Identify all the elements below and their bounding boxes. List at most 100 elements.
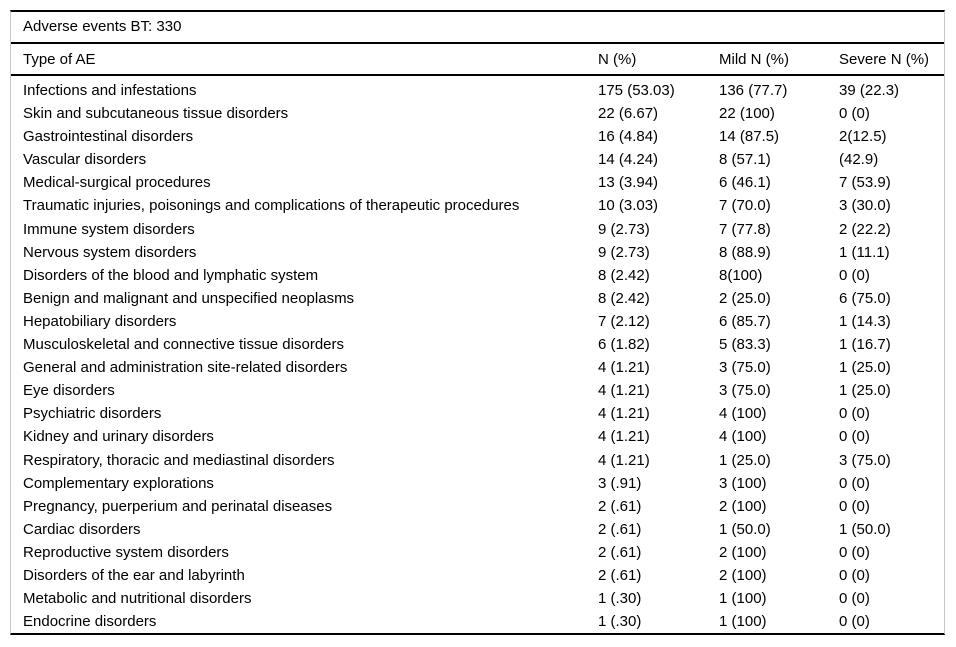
ae-type-cell: Skin and subcutaneous tissue disorders	[23, 105, 289, 123]
mild-n-percent-cell: 1 (100)	[719, 613, 767, 631]
severe-n-percent-cell: (42.9)	[839, 151, 879, 169]
ae-type-cell: Musculoskeletal and connective tissue di…	[23, 336, 344, 354]
severe-n-percent-cell: 1 (25.0)	[839, 382, 891, 400]
table-row: Kidney and urinary disorders 4 (1.21) 4 …	[11, 425, 944, 448]
severe-n-percent-cell: 0 (0)	[839, 543, 870, 561]
mild-n-percent-cell: 2 (100)	[719, 497, 767, 515]
ae-type-cell: Pregnancy, puerperium and perinatal dise…	[23, 497, 333, 515]
n-percent-cell: 4 (1.21)	[598, 382, 650, 400]
column-header-n-percent: N (%)	[598, 44, 719, 76]
severe-n-percent-cell: 0 (0)	[839, 474, 870, 492]
n-percent-cell: 2 (.61)	[598, 520, 642, 538]
n-percent-cell: 22 (6.67)	[598, 105, 659, 123]
table-row: Musculoskeletal and connective tissue di…	[11, 333, 944, 356]
mild-n-percent-cell: 3 (75.0)	[719, 382, 771, 400]
mild-n-percent-cell: 6 (46.1)	[719, 174, 771, 192]
table-row: Nervous system disorders 9 (2.73) 8 (88.…	[11, 241, 944, 264]
mild-n-percent-cell: 14 (87.5)	[719, 128, 780, 146]
n-percent-cell: 10 (3.03)	[598, 197, 659, 215]
severe-n-percent-cell: 1 (25.0)	[839, 359, 891, 377]
mild-n-percent-cell: 7 (77.8)	[719, 220, 771, 238]
n-percent-cell: 2 (.61)	[598, 497, 642, 515]
n-percent-cell: 9 (2.73)	[598, 243, 650, 261]
n-percent-cell: 13 (3.94)	[598, 174, 659, 192]
ae-type-cell: Infections and infestations	[23, 82, 197, 99]
header-row: Type of AE N (%) Mild N (%) Severe N (%)	[11, 44, 944, 76]
severe-n-percent-cell: 0 (0)	[839, 428, 870, 446]
table-row: Skin and subcutaneous tissue disorders 2…	[11, 102, 944, 125]
mild-n-percent-cell: 1 (25.0)	[719, 451, 771, 469]
mild-n-percent-cell: 22 (100)	[719, 105, 775, 123]
table-row: Endocrine disorders 1 (.30) 1 (100) 0 (0…	[11, 610, 944, 633]
mild-n-percent-cell: 2 (100)	[719, 566, 767, 584]
ae-type-cell: Vascular disorders	[23, 151, 147, 169]
severe-n-percent-cell: 7 (53.9)	[839, 174, 891, 192]
ae-type-cell: Traumatic injuries, poisonings and compl…	[23, 197, 520, 215]
table-row: Traumatic injuries, poisonings and compl…	[11, 194, 944, 217]
severe-n-percent-cell: 0 (0)	[839, 613, 870, 631]
ae-type-cell: Gastrointestinal disorders	[23, 128, 194, 146]
ae-type-cell: Disorders of the blood and lymphatic sys…	[23, 266, 319, 284]
n-percent-cell: 3 (.91)	[598, 474, 642, 492]
severe-n-percent-cell: 2 (22.2)	[839, 220, 891, 238]
mild-n-percent-cell: 2 (25.0)	[719, 289, 771, 307]
table-row: Eye disorders 4 (1.21) 3 (75.0) 1 (25.0)	[11, 379, 944, 402]
n-percent-cell: 16 (4.84)	[598, 128, 659, 146]
severe-n-percent-cell: 0 (0)	[839, 105, 870, 123]
n-percent-cell: 1 (.30)	[598, 613, 642, 631]
n-percent-cell: 4 (1.21)	[598, 359, 650, 377]
n-percent-cell: 4 (1.21)	[598, 428, 650, 446]
severe-n-percent-cell: 0 (0)	[839, 405, 870, 423]
severe-n-percent-cell: 1 (50.0)	[839, 520, 891, 538]
n-percent-cell: 2 (.61)	[598, 543, 642, 561]
column-header-severe-n-percent: Severe N (%)	[839, 44, 944, 76]
ae-type-cell: Disorders of the ear and labyrinth	[23, 566, 245, 584]
ae-type-cell: Endocrine disorders	[23, 613, 157, 631]
severe-n-percent-cell: 0 (0)	[839, 566, 870, 584]
table-row: General and administration site-related …	[11, 356, 944, 379]
n-percent-cell: 9 (2.73)	[598, 220, 650, 238]
mild-n-percent-cell: 8(100)	[719, 266, 763, 284]
ae-type-cell: Cardiac disorders	[23, 520, 141, 538]
ae-type-cell: Benign and malignant and unspecified neo…	[23, 289, 355, 307]
ae-type-cell: General and administration site-related …	[23, 359, 348, 377]
ae-type-cell: Complementary explorations	[23, 474, 214, 492]
table-row: Disorders of the blood and lymphatic sys…	[11, 264, 944, 287]
mild-n-percent-cell: 1 (100)	[719, 590, 767, 608]
column-header-type-of-ae: Type of AE	[11, 44, 598, 76]
mild-n-percent-cell: 4 (100)	[719, 428, 767, 446]
severe-n-percent-cell: 39 (22.3)	[839, 82, 900, 99]
table-row: Vascular disorders 14 (4.24) 8 (57.1) (4…	[11, 148, 944, 171]
ae-type-cell: Hepatobiliary disorders	[23, 312, 177, 330]
ae-type-cell: Medical-surgical procedures	[23, 174, 211, 192]
table-row: Gastrointestinal disorders 16 (4.84) 14 …	[11, 125, 944, 148]
table-row: Respiratory, thoracic and mediastinal di…	[11, 449, 944, 472]
ae-type-cell: Kidney and urinary disorders	[23, 428, 214, 446]
n-percent-cell: 1 (.30)	[598, 590, 642, 608]
mild-n-percent-cell: 8 (57.1)	[719, 151, 771, 169]
ae-type-cell: Respiratory, thoracic and mediastinal di…	[23, 451, 335, 469]
table-row: Hepatobiliary disorders 7 (2.12) 6 (85.7…	[11, 310, 944, 333]
mild-n-percent-cell: 136 (77.7)	[719, 82, 788, 99]
n-percent-cell: 6 (1.82)	[598, 336, 650, 354]
table-row: Disorders of the ear and labyrinth 2 (.6…	[11, 564, 944, 587]
n-percent-cell: 4 (1.21)	[598, 451, 650, 469]
table-row: Cardiac disorders 2 (.61) 1 (50.0) 1 (50…	[11, 518, 944, 541]
mild-n-percent-cell: 5 (83.3)	[719, 336, 771, 354]
mild-n-percent-cell: 3 (75.0)	[719, 359, 771, 377]
mild-n-percent-cell: 7 (70.0)	[719, 197, 771, 215]
table-body: Infections and infestations 175 (53.03) …	[11, 75, 944, 633]
severe-n-percent-cell: 0 (0)	[839, 590, 870, 608]
adverse-events-table: Adverse events BT: 330 Type of AE N (%) …	[10, 10, 945, 636]
table-row: Benign and malignant and unspecified neo…	[11, 287, 944, 310]
severe-n-percent-cell: 3 (75.0)	[839, 451, 891, 469]
column-header-mild-n-percent: Mild N (%)	[719, 44, 839, 76]
table-row: Psychiatric disorders 4 (1.21) 4 (100) 0…	[11, 402, 944, 425]
severe-n-percent-cell: 3 (30.0)	[839, 197, 891, 215]
mild-n-percent-cell: 8 (88.9)	[719, 243, 771, 261]
severe-n-percent-cell: 2(12.5)	[839, 128, 887, 146]
severe-n-percent-cell: 6 (75.0)	[839, 289, 891, 307]
n-percent-cell: 8 (2.42)	[598, 266, 650, 284]
table-row: Medical-surgical procedures 13 (3.94) 6 …	[11, 171, 944, 194]
n-percent-cell: 14 (4.24)	[598, 151, 659, 169]
